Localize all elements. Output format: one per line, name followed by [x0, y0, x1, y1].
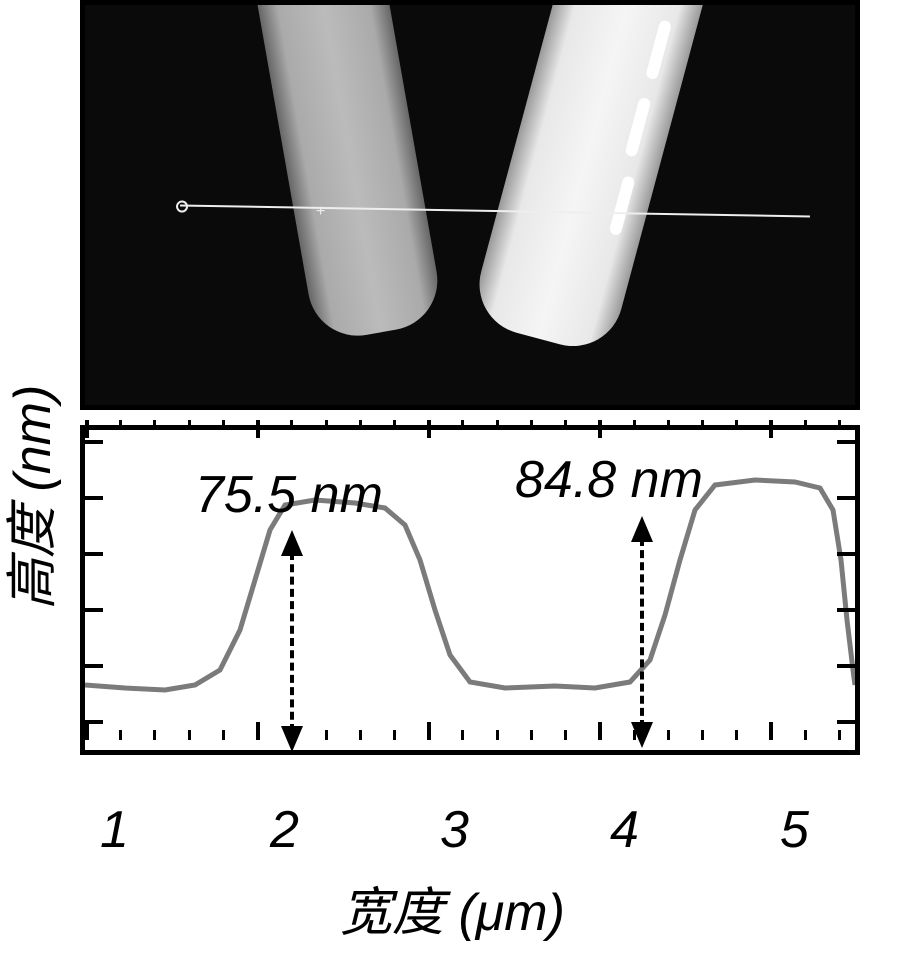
peak-height-label-1: 75.5 nm [195, 465, 383, 525]
x-tick-label: 2 [270, 800, 299, 860]
x-tick-label: 5 [780, 800, 809, 860]
nanowire-right [468, 0, 706, 357]
x-tick-label: 4 [610, 800, 639, 860]
dimension-arrow-1 [290, 552, 294, 732]
y-axis-label: 高度 (nm) [0, 385, 65, 610]
nanowire-left [255, 0, 446, 344]
x-axis-label: 宽度 (μm) [340, 870, 565, 945]
x-tick-label: 1 [100, 800, 129, 860]
arrowhead-icon [281, 726, 303, 752]
peak-height-label-2: 84.8 nm [515, 450, 703, 510]
arrowhead-icon [631, 516, 653, 542]
x-tick-label: 3 [440, 800, 469, 860]
afm-microscopy-image: + [80, 0, 860, 410]
arrowhead-icon [281, 530, 303, 556]
dimension-arrow-2 [640, 538, 644, 728]
figure-container: + [80, 0, 850, 755]
arrowhead-icon [631, 722, 653, 748]
scan-marker: + [316, 203, 325, 221]
